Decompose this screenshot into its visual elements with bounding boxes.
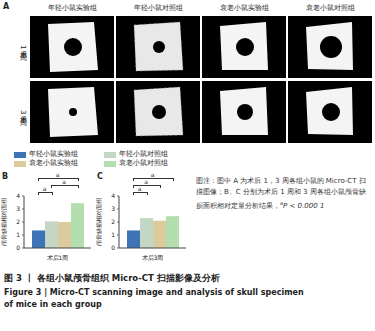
svg-text:4: 4 bbox=[111, 192, 115, 199]
html-text:年轻小鼠对照组: 年轻小鼠对照组 bbox=[119, 150, 168, 158]
html-text:a: a bbox=[137, 185, 142, 192]
html-text:图注：图中 A 为术后 1，3 周各组小鼠的 Micro-C: 图注：图中 A 为术后 1，3 周各组小鼠的 Micro-CT 扫描图像；B、C… bbox=[196, 177, 366, 211]
svg-text:3: 3 bbox=[111, 205, 115, 212]
html-text:a: a bbox=[144, 178, 148, 185]
svg-text:2: 2 bbox=[111, 218, 115, 225]
html-text:Figure 3 | Micro-CT scanning i: Figure 3 | Micro-CT scanning image and a… bbox=[4, 288, 304, 309]
svg-text:术后1周: 术后1周 bbox=[47, 254, 69, 261]
html-text:术后1周: 术后1周 bbox=[19, 44, 27, 50]
svg-text:0: 0 bbox=[16, 244, 20, 251]
html-text:C: C bbox=[97, 172, 103, 181]
html-text:术后3周: 术后3周 bbox=[19, 109, 27, 115]
html-text:a: a bbox=[55, 171, 60, 178]
svg-text:0: 0 bbox=[111, 244, 115, 251]
html-text:衰老小鼠实验组: 衰老小鼠实验组 bbox=[219, 4, 269, 12]
html-text:a: a bbox=[150, 171, 155, 178]
html-text:a: a bbox=[62, 178, 66, 185]
html-text:衰老小鼠对照组: 衰老小鼠对照组 bbox=[119, 159, 168, 167]
svg-text:1: 1 bbox=[111, 231, 115, 238]
html-text:衰老小鼠对照组: 衰老小鼠对照组 bbox=[305, 4, 355, 12]
svg-text:4: 4 bbox=[16, 192, 20, 199]
html-text:图 3 丨 各组小鼠颅骨组织 Micro-CT 扫描影像及分: 图 3 丨 各组小鼠颅骨组织 Micro-CT 扫描影像及分析 bbox=[4, 273, 220, 283]
svg-text:1: 1 bbox=[16, 231, 20, 238]
svg-text:2: 2 bbox=[16, 218, 20, 225]
html-text:年轻小鼠对照组: 年轻小鼠对照组 bbox=[133, 4, 183, 12]
html-text:A: A bbox=[3, 2, 10, 11]
html-text:衰老小鼠实验组: 衰老小鼠实验组 bbox=[29, 159, 78, 167]
svg-text:颅骨缺损相对面积: 颅骨缺损相对面积 bbox=[95, 198, 102, 246]
html-text:年轻小鼠实验组: 年轻小鼠实验组 bbox=[29, 150, 78, 158]
svg-text:颅骨缺损相对面积: 颅骨缺损相对面积 bbox=[0, 198, 7, 246]
svg-text:术后3周: 术后3周 bbox=[142, 254, 164, 261]
svg-text:3: 3 bbox=[16, 205, 20, 212]
html-text:年轻小鼠实验组: 年轻小鼠实验组 bbox=[47, 4, 97, 12]
html-text:B: B bbox=[2, 172, 9, 181]
html-text:a: a bbox=[42, 185, 47, 192]
